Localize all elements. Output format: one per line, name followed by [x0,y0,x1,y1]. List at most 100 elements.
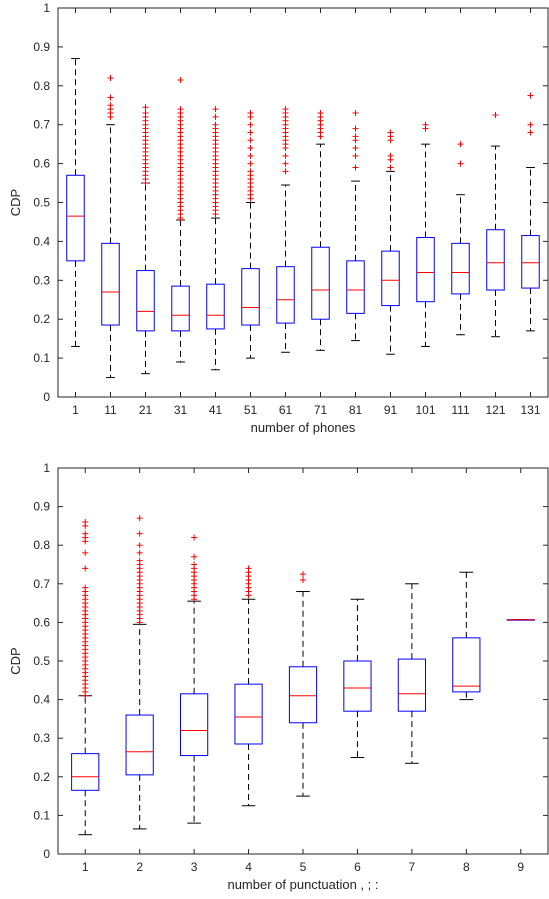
x-tick-label: 11 [104,403,117,417]
outlier-marker [247,121,254,128]
y-tick-label: 0.3 [33,273,50,287]
outlier-marker [247,110,254,117]
x-tick-label: 2 [136,860,143,874]
x-tick-label: 121 [485,403,505,417]
outlier-marker [82,519,89,526]
outlier-marker [352,110,359,117]
outlier-marker [247,145,254,152]
y-axis-label: CDP [8,189,23,216]
iqr-box [71,753,100,791]
outlier-marker [245,565,252,572]
outlier-marker [191,534,198,541]
outlier-marker [282,168,289,175]
iqr-box [66,174,85,262]
outlier-marker [387,129,394,136]
outlier-marker [247,137,254,144]
outlier-marker [136,542,143,549]
x-tick-label: 71 [314,403,328,417]
y-tick-label: 0.4 [33,693,50,707]
outlier-marker [82,565,89,572]
outlier-marker [247,129,254,136]
iqr-box [381,250,400,307]
box-111 [451,141,470,336]
y-tick-label: 0.4 [33,234,50,248]
x-tick-label: 4 [245,860,252,874]
outlier-marker [191,561,198,568]
x-tick-label: 61 [279,403,293,417]
x-tick-label: 1 [72,403,79,417]
outlier-marker [282,160,289,167]
iqr-box [346,260,365,314]
y-tick-label: 0.1 [33,351,50,365]
iqr-box [206,283,225,330]
x-tick-label: 111 [451,403,470,417]
iqr-box [171,285,190,332]
box-101 [416,121,435,347]
outlier-marker [352,145,359,152]
y-tick-label: 0.5 [33,654,50,668]
y-tick-label: 0.1 [33,808,50,822]
y-tick-label: 0 [43,847,50,861]
iqr-box [180,693,209,757]
x-tick-label: 1 [82,860,89,874]
outlier-marker [212,113,219,120]
box-1 [66,58,85,347]
x-tick-label: 21 [139,403,153,417]
iqr-box [136,270,155,332]
outlier-marker [352,152,359,159]
y-tick-label: 1 [43,1,50,15]
phones-boxplot: 00.10.20.30.40.50.60.70.80.911 11 21 31 41 51… [8,1,549,435]
box-91 [381,129,400,355]
box-121 [486,111,505,338]
outlier-marker [82,584,89,591]
y-tick-label: 0.2 [33,770,50,784]
x-tick-label: 131 [520,403,540,417]
outlier-marker [492,111,499,118]
outlier-marker [247,160,254,167]
outlier-marker [136,530,143,537]
outlier-marker [177,106,184,113]
outlier-marker [191,553,198,560]
box-4 [234,565,263,807]
x-tick-label: 101 [415,403,435,417]
y-tick-label: 0.7 [33,118,50,132]
outlier-marker [212,121,219,128]
outlier-marker [136,557,143,564]
y-tick-label: 0.7 [33,577,50,591]
outlier-marker [107,94,114,101]
outlier-marker [247,168,254,175]
outlier-marker [352,125,359,132]
x-tick-label: 3 [191,860,198,874]
outlier-marker [457,160,464,167]
outlier-marker [142,104,149,111]
box-11 [101,75,120,379]
outlier-marker [82,530,89,537]
box-9 [506,619,535,621]
iqr-box [288,666,318,724]
x-tick-label: 41 [209,403,223,417]
box-7 [397,583,426,764]
outlier-marker [387,164,394,171]
outlier-marker [177,76,184,83]
iqr-box [276,266,295,324]
iqr-box [101,242,120,326]
outlier-marker [457,141,464,148]
y-tick-label: 0.9 [33,40,50,54]
outlier-marker [527,92,534,99]
x-tick-label: 6 [354,860,361,874]
outlier-marker [136,549,143,556]
iqr-box [311,246,330,320]
iqr-box [486,229,505,291]
iqr-box [125,714,154,776]
outlier-marker [212,106,219,113]
outlier-marker [527,121,534,128]
outlier-marker [300,576,306,583]
x-tick-label: 9 [517,860,524,874]
outlier-marker [82,549,89,556]
outlier-marker [282,152,289,159]
y-tick-label: 0.8 [33,538,50,552]
x-tick-label: 81 [349,403,363,417]
iqr-box [452,637,481,693]
outlier-marker [282,106,289,113]
